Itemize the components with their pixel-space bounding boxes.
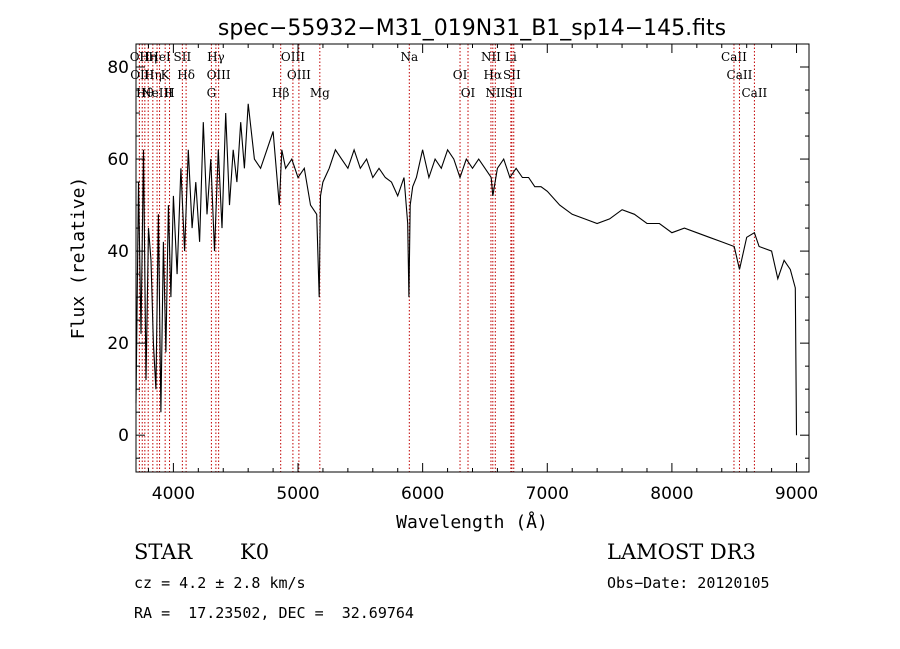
y-tick-label: 40 [107, 242, 129, 262]
obs-date-label: Obs−Date: 20120105 [607, 574, 770, 592]
line-marker-label: CaII [721, 50, 747, 64]
chart-title: spec−55932−M31_019N31_B1_sp14−145.fits [218, 16, 726, 41]
y-tick-label: 0 [118, 426, 129, 446]
x-tick-label: 4000 [152, 484, 195, 504]
line-marker-label: NII [485, 86, 505, 100]
y-tick-label: 60 [107, 150, 129, 170]
flux-series-line [135, 103, 798, 436]
line-marker-label: G [207, 86, 217, 100]
line-marker-label: Li [505, 50, 517, 64]
line-marker-label: OI [453, 68, 468, 82]
x-tick-label: 9000 [775, 484, 818, 504]
redshift-label: cz = 4.2 ± 2.8 km/s [134, 574, 306, 592]
line-marker-label: OIII [287, 68, 311, 82]
x-tick-label: 7000 [526, 484, 569, 504]
line-marker-label: Hβ [272, 86, 289, 100]
line-marker-label: H [164, 86, 174, 100]
line-marker-label: SII [174, 50, 192, 64]
line-marker-label: Na [400, 50, 418, 64]
x-axis-label: Wavelength (Å) [396, 511, 548, 533]
coordinates-label: RA = 17.23502, DEC = 32.69764 [134, 604, 414, 622]
line-marker-label: SII [505, 86, 523, 100]
object-class: STAR [134, 540, 193, 564]
line-marker-label: OIII [281, 50, 305, 64]
x-axis-ticks: 4000 5000 6000 7000 8000 9000 [147, 44, 818, 504]
line-marker-label: K [161, 68, 171, 82]
object-subclass: K0 [240, 540, 270, 564]
line-marker-label: Mg [310, 86, 330, 100]
line-marker-label: Hη [139, 50, 157, 64]
line-marker-label: Hθ [136, 86, 154, 100]
x-tick-label: 5000 [276, 484, 319, 504]
line-marker-label: NII [481, 50, 501, 64]
line-markers: OIIOIIIHθHηHηNeIIIHeIKHSIIHδGHγOIIIHβOII… [130, 44, 768, 472]
line-marker-label: CaII [741, 86, 767, 100]
line-marker-label: Hδ [177, 68, 195, 82]
x-tick-label: 6000 [401, 484, 444, 504]
line-marker-label: Hα [484, 68, 503, 82]
y-tick-label: 20 [107, 334, 129, 354]
y-axis-ticks: 0 20 40 60 80 [107, 43, 809, 459]
line-marker-label: Hγ [207, 50, 225, 64]
line-marker-label: SII [503, 68, 521, 82]
survey-label: LAMOST DR3 [607, 540, 756, 564]
plot-frame [135, 43, 810, 473]
line-marker-label: Hη [144, 68, 162, 82]
y-axis-label: Flux (relative) [68, 177, 89, 340]
y-tick-label: 80 [107, 58, 129, 78]
line-marker-label: OI [461, 86, 476, 100]
line-marker-label: OII [130, 50, 150, 64]
line-marker-label: CaII [727, 68, 753, 82]
x-tick-label: 8000 [650, 484, 693, 504]
line-marker-label: OIII [207, 68, 231, 82]
line-marker-label: HeI [148, 50, 171, 64]
